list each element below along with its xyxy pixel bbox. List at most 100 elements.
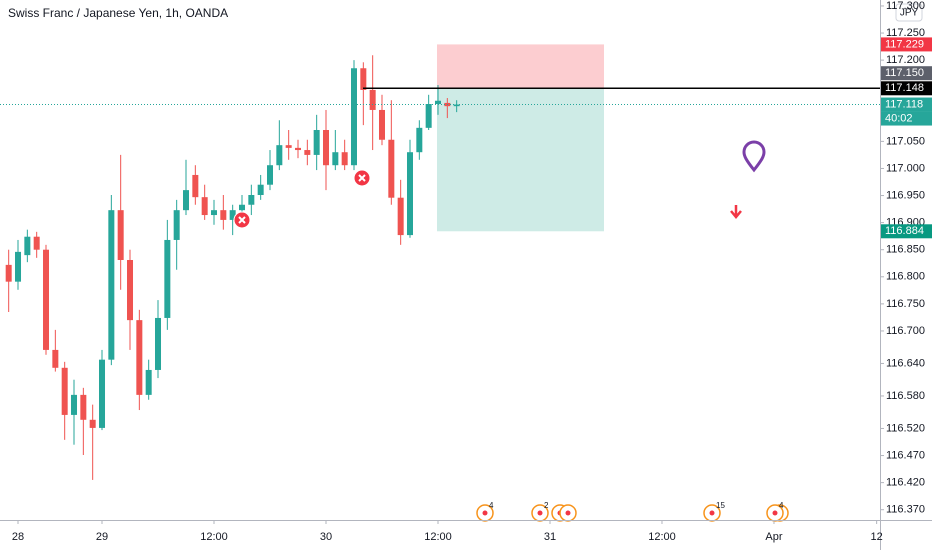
event-dot: [565, 510, 571, 516]
x-tick-label: 12:00: [648, 531, 676, 543]
candle-body: [43, 249, 50, 350]
event-dot: [772, 510, 778, 516]
y-tick-label: 116.580: [886, 390, 925, 402]
x-tick-label: 28: [12, 531, 24, 543]
candle-body: [89, 419, 96, 428]
countdown-label: 40:02: [885, 112, 913, 124]
candle-body: [192, 174, 199, 198]
candle-body: [341, 152, 348, 166]
candle-body: [145, 369, 152, 395]
candle-body: [24, 236, 31, 256]
price-badge-label: 117.150: [885, 67, 924, 79]
candle-body: [313, 130, 320, 155]
candle-body: [136, 320, 143, 395]
price-badge: [881, 66, 932, 81]
candle-body: [15, 251, 22, 282]
candle-body: [211, 210, 218, 216]
candle-body: [294, 147, 301, 151]
candle-body: [388, 139, 395, 198]
candle-body: [267, 165, 274, 185]
price-badge-label: 116.884: [885, 225, 924, 237]
candle-body: [220, 210, 227, 220]
event-dot: [482, 510, 488, 516]
event-dot: [709, 510, 715, 516]
chart-title: Swiss Franc / Japanese Yen, 1h, OANDA: [8, 6, 228, 20]
y-tick-label: 117.250: [886, 27, 925, 39]
candle-body: [80, 394, 87, 420]
candle-body: [276, 145, 283, 166]
candle-body: [350, 68, 357, 166]
candle-body: [52, 349, 59, 368]
x-tick-label: Apr: [765, 531, 782, 543]
price-badge: [881, 224, 932, 239]
x-tick-label: 12: [871, 531, 883, 543]
y-tick-label: 116.520: [886, 422, 925, 434]
y-tick-label: 116.370: [886, 504, 925, 516]
candle-body: [183, 190, 190, 211]
candle-body: [164, 239, 171, 318]
candle-body: [61, 367, 68, 415]
pin-icon: [742, 140, 766, 173]
candle-body: [71, 394, 78, 415]
candle-body: [127, 260, 134, 321]
event-count: 4: [779, 501, 784, 510]
y-tick-label: 117.300: [886, 0, 925, 12]
candle-body: [248, 195, 255, 205]
candle-body: [378, 109, 385, 140]
candle-body: [117, 210, 124, 260]
candle-body: [322, 130, 329, 166]
candle-body: [369, 89, 376, 110]
candle-body: [397, 197, 404, 236]
candle-body: [33, 236, 40, 250]
event-count: 2: [544, 501, 549, 510]
price-badge-label: 117.148: [885, 82, 924, 94]
event-dot: [537, 510, 543, 516]
y-tick-label: 116.640: [886, 357, 925, 369]
price-badge: [881, 97, 932, 112]
candle-body: [285, 145, 292, 148]
price-badge: [881, 81, 932, 96]
candle-body: [406, 152, 413, 236]
risk-zone: [437, 44, 604, 89]
trade-marker-cross: [238, 216, 246, 224]
event-count: 15: [716, 501, 725, 510]
y-tick-label: 116.950: [886, 189, 925, 201]
trade-marker-cross: [358, 174, 366, 182]
x-tick-label: 31: [544, 531, 556, 543]
y-tick-label: 117.000: [886, 162, 925, 174]
price-badge-label: 117.118: [885, 98, 923, 110]
candle-body: [425, 104, 432, 128]
y-tick-label: 116.850: [886, 244, 925, 256]
y-tick-label: 116.700: [886, 325, 925, 337]
y-tick-label: 116.750: [886, 298, 925, 310]
candle-body: [155, 317, 162, 370]
countdown-badge: [881, 111, 932, 126]
x-tick-label: 30: [320, 531, 332, 543]
y-tick-label: 117.200: [886, 54, 925, 66]
candle-body: [453, 104, 460, 107]
candle-body: [108, 210, 115, 360]
currency-label[interactable]: JPY: [900, 8, 919, 19]
y-tick-label: 116.420: [886, 477, 925, 489]
candle-body: [304, 150, 311, 155]
arrow-down-icon: [730, 205, 742, 219]
candle-body: [360, 68, 367, 90]
candle-body: [173, 210, 180, 240]
y-tick-label: 116.800: [886, 271, 925, 283]
candle-body: [332, 152, 339, 166]
price-badge-label: 117.229: [885, 38, 924, 50]
x-tick-label: 12:00: [424, 531, 452, 543]
candle-body: [434, 100, 441, 104]
candle-body: [99, 359, 106, 428]
candle-body: [257, 184, 264, 195]
y-tick-label: 117.050: [886, 135, 925, 147]
candle-body: [239, 204, 246, 211]
x-tick-label: 29: [96, 531, 108, 543]
y-tick-label: 116.470: [886, 449, 925, 461]
plot-area: 4 2 15 4: [0, 44, 880, 522]
candle-body: [5, 264, 12, 282]
currency-box[interactable]: [895, 3, 923, 22]
price-badge: [881, 37, 932, 52]
candle-body: [229, 210, 236, 220]
